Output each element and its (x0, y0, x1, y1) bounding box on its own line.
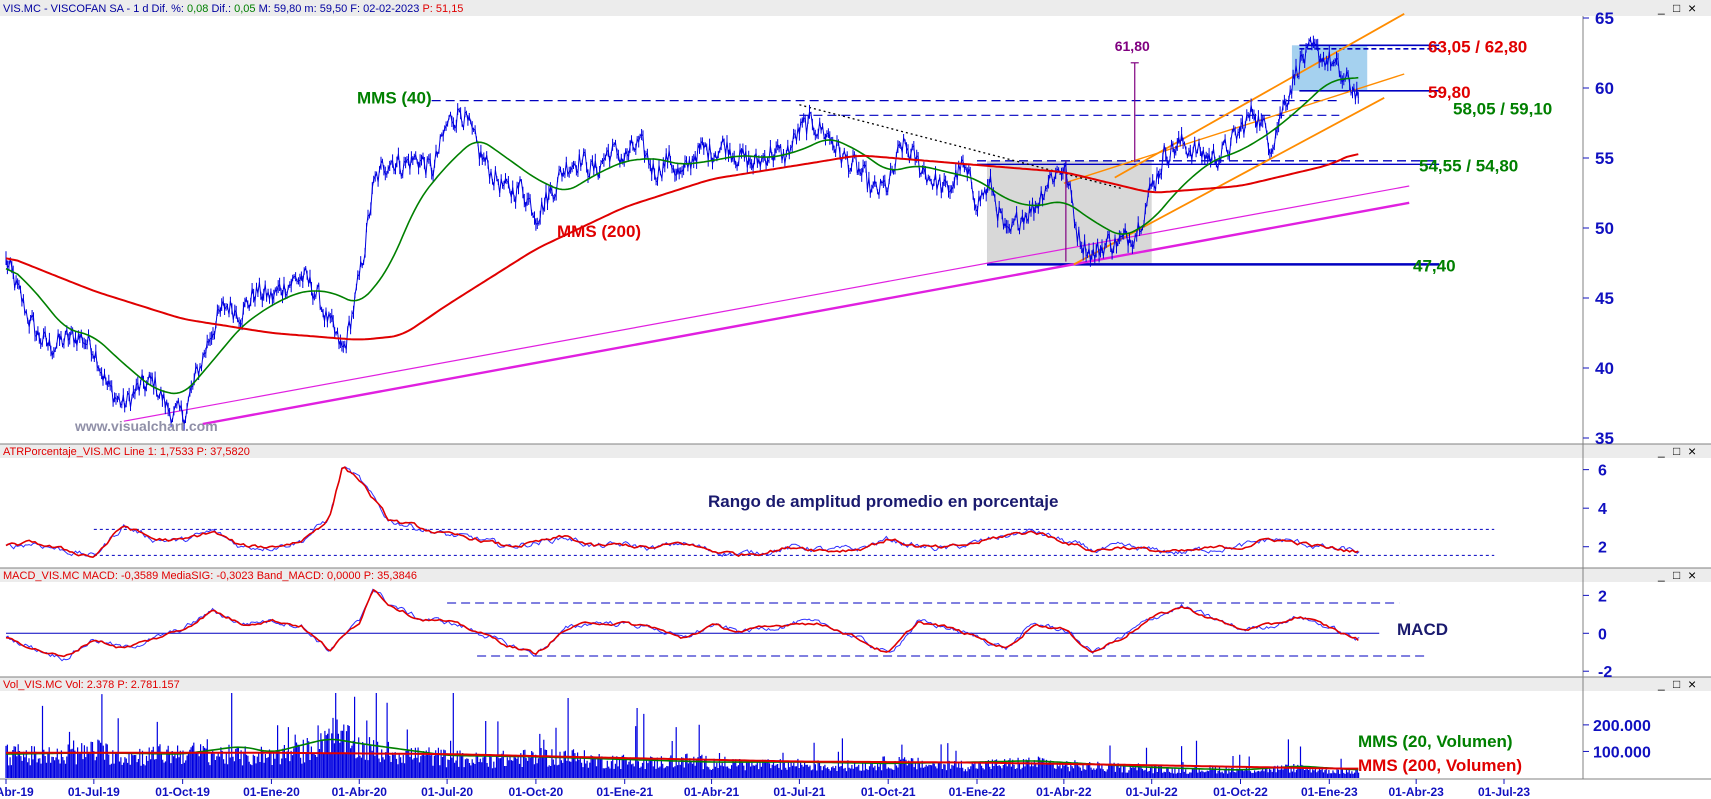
macd-ytick-label: -2 (1598, 664, 1612, 681)
axes-layer: 35 40 45 50 55 60 65 2 4 6 2 0 -2 100.000 200.000 01-Ab… (0, 9, 1651, 799)
label-54-55-54-80: 54,55 / 54,80 (1419, 156, 1518, 175)
price-ytick-label: 45 (1595, 289, 1614, 308)
label-mms-200: MMS (200) (557, 222, 641, 241)
price-ytick-label: 40 (1595, 359, 1614, 378)
xtick-label: 01-Ene-23 (1301, 785, 1358, 799)
xtick-label: 01-Oct-20 (509, 785, 564, 799)
atr-ytick-label: 6 (1598, 463, 1607, 480)
macd-panel-title: MACD (1397, 620, 1448, 639)
watermark: www.visualchart.com (74, 418, 218, 434)
xtick-label: 01-Jul-20 (421, 785, 473, 799)
trend-line-lower (202, 201, 1410, 426)
xtick-label: 01-Oct-21 (861, 785, 916, 799)
price-ytick-label: 60 (1595, 79, 1614, 98)
atr-minimize-button[interactable]: _ (1657, 444, 1665, 458)
price-ytick-label: 65 (1595, 9, 1614, 28)
xtick-label: 01-Jul-21 (773, 785, 825, 799)
xtick-label: 01-Oct-22 (1213, 785, 1268, 799)
channel-lower (1073, 97, 1385, 266)
macd-header: MACD_VIS.MC MACD: -0,3589 MediaSIG: -0,3… (3, 570, 417, 582)
sma40-line (5, 76, 1359, 395)
consolidation-zone (986, 160, 1152, 265)
vol-minimize-button[interactable]: _ (1657, 677, 1665, 691)
price-ytick-label: 50 (1595, 219, 1614, 238)
price-ytick-label: 35 (1595, 429, 1614, 448)
macd-header-bar (0, 568, 1711, 582)
vol-ytick-label: 100.000 (1593, 744, 1651, 761)
xtick-label: 01-Jul-22 (1126, 785, 1178, 799)
atr-window-controls: _ □ × (1657, 443, 1696, 459)
macd-close-button[interactable]: × (1688, 567, 1696, 583)
label-59-80: 59,80 (1428, 83, 1471, 102)
xtick-label: 01-Abr-20 (332, 785, 388, 799)
atr-panel-title: Rango de amplitud promedio en porcentaje (708, 492, 1058, 511)
atr-maximize-button[interactable]: □ (1673, 444, 1680, 458)
xtick-label: 01-Abr-22 (1036, 785, 1092, 799)
legend-vol-sma200: MMS (200, Volumen) (1358, 756, 1522, 775)
atr-ytick-label: 4 (1598, 501, 1607, 518)
label-61-80: 61,80 (1115, 38, 1150, 54)
price-panel (5, 13, 1440, 431)
vol-ytick-label: 200.000 (1593, 718, 1651, 735)
sma200-line (5, 153, 1359, 341)
price-line (5, 38, 1359, 426)
xtick-label: 01-Ene-22 (949, 785, 1006, 799)
atr-close-button[interactable]: × (1688, 443, 1696, 459)
xtick-label: 01-Abr-19 (0, 785, 34, 799)
label-mms-40: MMS (40) (357, 88, 432, 107)
vol-header-bar (0, 677, 1711, 691)
macd-window-controls: _ □ × (1657, 567, 1696, 583)
volume-sma20-line (6, 738, 1359, 771)
vol-header: Vol_VIS.MC Vol: 2.378 P: 2.781.157 (3, 679, 180, 691)
xtick-label: 01-Abr-23 (1388, 785, 1444, 799)
macd-minimize-button[interactable]: _ (1657, 568, 1665, 582)
channel-upper (1114, 13, 1405, 179)
descending-trend-dotted (799, 104, 1123, 190)
macd-line (5, 588, 1359, 658)
atr-header-bar (0, 444, 1711, 458)
price-close-button[interactable]: × (1688, 0, 1696, 16)
vol-close-button[interactable]: × (1688, 676, 1696, 692)
label-63-05-62-80: 63,05 / 62,80 (1428, 37, 1527, 56)
price-ytick-label: 55 (1595, 149, 1614, 168)
price-header-bar (0, 0, 1711, 16)
main-header: VIS.MC - VISCOFAN SA - 1 d Dif. %: 0,08 … (3, 3, 463, 15)
price-background-layer (986, 45, 1368, 265)
xtick-label: 01-Jul-23 (1478, 785, 1530, 799)
xtick-label: 01-Jul-19 (68, 785, 120, 799)
macd-ytick-label: 2 (1598, 588, 1607, 605)
vol-window-controls: _ □ × (1657, 676, 1696, 692)
volume-sma200-line (6, 751, 1359, 770)
legend-vol-sma20: MMS (20, Volumen) (1358, 732, 1513, 751)
volume-panel (5, 693, 1360, 778)
xtick-label: 01-Ene-21 (596, 785, 653, 799)
xtick-label: 01-Abr-21 (684, 785, 740, 799)
atr-panel (5, 466, 1495, 559)
atr-line (5, 466, 1359, 559)
macd-ytick-label: 0 (1598, 626, 1607, 643)
trend-line-upper (123, 185, 1410, 422)
xtick-label: 01-Ene-20 (243, 785, 300, 799)
price-maximize-button[interactable]: □ (1673, 1, 1680, 15)
label-58-05-59-10: 58,05 / 59,10 (1453, 99, 1552, 118)
vol-maximize-button[interactable]: □ (1673, 677, 1680, 691)
macd-panel (5, 588, 1425, 662)
price-window-controls: _ □ × (1657, 0, 1696, 16)
volume-bars (5, 693, 1360, 778)
atr-header: ATRPorcentaje_VIS.MC Line 1: 1,7533 P: 3… (3, 446, 250, 458)
label-47-40: 47,40 (1413, 256, 1456, 275)
atr-ytick-label: 2 (1598, 540, 1607, 557)
xtick-label: 01-Oct-19 (155, 785, 210, 799)
macd-maximize-button[interactable]: □ (1673, 568, 1680, 582)
price-minimize-button[interactable]: _ (1657, 1, 1665, 15)
